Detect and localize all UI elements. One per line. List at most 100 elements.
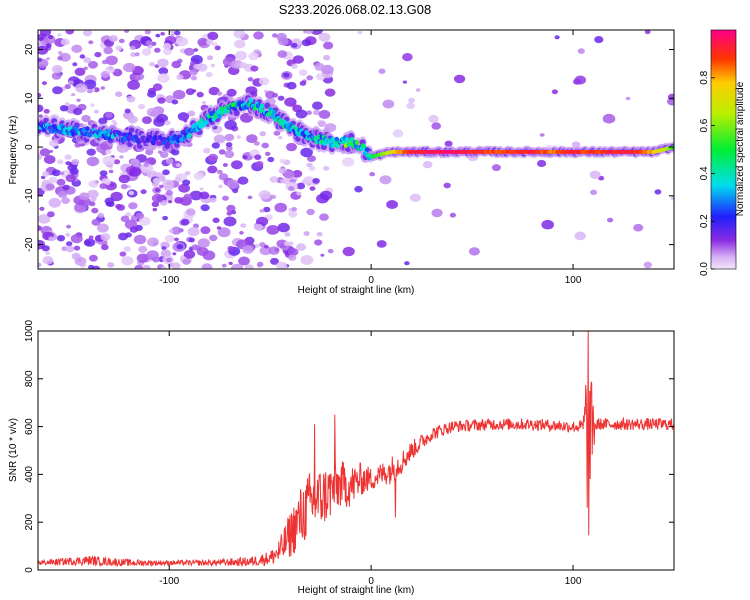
spectrogram-noise-blob <box>209 197 217 203</box>
spectrogram-noise-blob <box>406 102 415 109</box>
spectrogram-noise-blob <box>49 139 59 147</box>
spectrogram-noise-blob <box>239 231 244 235</box>
spectrogram-noise-blob <box>89 254 98 262</box>
spectrogram-ridge-point <box>248 97 254 103</box>
spectrogram-noise-blob <box>140 189 147 195</box>
spectrogram-noise-blob <box>174 30 181 36</box>
spectrogram-noise-blob <box>222 163 228 167</box>
spectrogram-noise-blob <box>96 223 109 233</box>
spectrogram-noise-blob <box>282 72 290 78</box>
spectrogram-noise-blob <box>91 218 101 226</box>
spectrogram-noise-blob <box>176 244 184 250</box>
spectrogram-noise-blob <box>47 211 55 218</box>
spectrogram-noise-blob <box>41 245 50 252</box>
spectrogram-noise-blob <box>323 54 331 61</box>
spectrogram-noise-blob <box>392 129 404 138</box>
spectrogram-ridge-point <box>341 139 347 145</box>
colorbar-tick-label: 0.8 <box>699 70 710 84</box>
spectrogram-noise-blob <box>62 184 70 191</box>
spectrogram-noise-blob <box>75 83 88 93</box>
spectrogram-ridge-point <box>52 124 57 129</box>
spectrogram-noise-blob <box>45 43 52 48</box>
spectrogram-noise-blob <box>254 154 262 160</box>
spectrogram-ridge-point <box>38 128 42 134</box>
spectrogram-noise-blob <box>76 98 81 103</box>
spectrogram-noise-blob <box>110 191 123 202</box>
spectrogram-noise-blob <box>48 34 54 40</box>
colorbar-title: Normalized spectral amplitude <box>735 81 746 216</box>
spectrogram-noise-blob <box>188 237 195 243</box>
spectrogram-noise-blob <box>217 227 231 238</box>
spectrogram-noise-blob <box>209 234 218 242</box>
spectrogram-noise-blob <box>149 110 158 117</box>
spectrogram-ridge-point <box>330 137 335 142</box>
spectrogram-noise-blob <box>128 202 138 210</box>
spectrogram-noise-blob <box>191 244 200 251</box>
spectrogram-noise-blob <box>175 163 181 168</box>
spectrogram-noise-blob <box>316 232 323 237</box>
spectrogram-noise-blob <box>269 176 279 183</box>
spectrogram-noise-blob <box>253 223 264 231</box>
spectrogram-noise-blob <box>58 51 63 55</box>
spectrogram-noise-blob <box>129 167 142 177</box>
spectrogram-noise-blob <box>323 41 334 50</box>
spectrogram-noise-blob <box>60 38 70 46</box>
spectrogram-ridge-mid <box>233 109 240 117</box>
spectrogram-noise-blob <box>196 91 204 98</box>
spectrogram-noise-blob <box>136 253 150 263</box>
spectrogram-noise-blob <box>633 223 644 232</box>
spectrogram-noise-blob <box>258 190 271 200</box>
spectrogram-y-ticks: -20 -10 0 10 20 <box>24 44 674 252</box>
spectrogram-noise-blob <box>225 142 233 148</box>
spectrogram-noise-blob <box>237 179 242 183</box>
spectrogram-noise-blob <box>306 110 312 115</box>
spectrogram-noise-blob <box>102 155 115 166</box>
spectrogram-noise-blob <box>654 189 662 195</box>
spectrogram-noise-blob <box>87 189 99 199</box>
spectrogram-noise-blob <box>444 140 453 147</box>
spectrogram-noise-blob <box>607 217 614 223</box>
spectrogram-noise-blob <box>233 30 246 39</box>
spectrogram-noise-blob <box>38 45 49 55</box>
spectrogram-noise-blob <box>151 193 164 203</box>
spectrogram-noise-blob <box>277 222 290 233</box>
spectrogram-noise-blob <box>65 30 75 35</box>
spectrogram-noise-blob <box>38 225 42 231</box>
spectrogram-noise-blob <box>554 35 560 40</box>
y-tick-label: -10 <box>24 188 35 203</box>
spectrogram-noise-blob <box>59 105 69 112</box>
spectrogram-noise-blob <box>283 170 295 179</box>
spectrogram-noise-blob <box>101 244 109 251</box>
spectrogram-noise-blob <box>422 160 433 169</box>
spectrogram-noise-blob <box>100 233 111 241</box>
spectrogram-noise-blob <box>66 241 73 247</box>
spectrogram-noise-blob <box>59 171 65 176</box>
spectrogram-noise-blob <box>134 264 143 269</box>
spectrogram-noise-blob <box>66 224 72 229</box>
spectrogram-noise-blob <box>274 248 280 252</box>
spectrogram-noise-blob <box>70 234 83 244</box>
spectrogram-noise-blob <box>216 169 223 175</box>
spectrogram-noise-blob <box>88 180 99 188</box>
spectrogram-noise-blob <box>45 183 55 191</box>
spectrogram-noise-blob <box>49 149 54 153</box>
spectrogram-noise-blob <box>157 73 170 83</box>
spectrogram-noise-blob <box>408 97 415 103</box>
spectrogram-noise-blob <box>38 114 43 118</box>
spectrogram-noise-blob <box>310 30 323 35</box>
spectrogram-noise-blob <box>602 113 616 124</box>
spectrogram-noise-blob <box>170 33 175 37</box>
spectrogram-noise-blob <box>296 243 307 252</box>
spectrogram-noise-blob <box>163 48 172 56</box>
spectrogram-noise-blob <box>230 59 243 69</box>
spectrogram-noise-blob <box>226 204 236 212</box>
spectrogram-noise-blob <box>224 133 235 142</box>
spectrogram-noise-blob <box>318 109 331 119</box>
spectrogram-noise-blob <box>189 190 203 201</box>
spectrogram-noise-blob <box>227 179 240 189</box>
spectrogram-noise-blob <box>108 169 114 174</box>
spectrogram-ridge-point <box>187 133 192 139</box>
spectrogram-noise-blob <box>57 159 64 165</box>
spectrogram-noise-blob <box>149 62 155 67</box>
y-tick-label: 10 <box>24 92 35 104</box>
